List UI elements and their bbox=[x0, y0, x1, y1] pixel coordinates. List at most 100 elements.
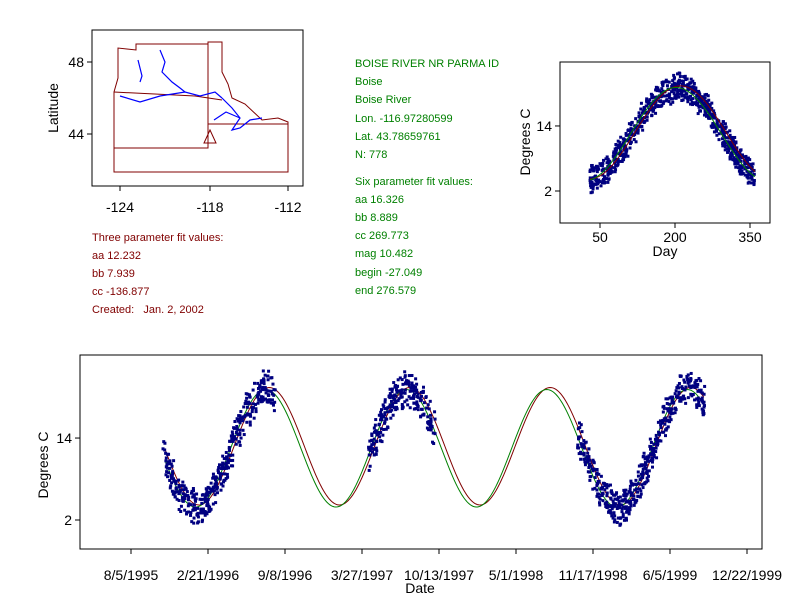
data-point bbox=[403, 370, 407, 374]
data-point bbox=[203, 513, 207, 517]
data-point bbox=[205, 497, 209, 501]
data-point bbox=[679, 399, 683, 403]
data-point bbox=[643, 481, 647, 485]
data-point bbox=[205, 490, 209, 494]
data-point bbox=[644, 471, 648, 475]
data-point bbox=[412, 392, 416, 396]
data-point bbox=[677, 78, 681, 82]
map-axes: -124 -118 -112 48 44 Latitude bbox=[45, 54, 302, 215]
data-point bbox=[616, 139, 620, 143]
data-point bbox=[375, 433, 379, 437]
data-point bbox=[665, 419, 669, 423]
data-point bbox=[415, 382, 419, 386]
data-point bbox=[673, 407, 677, 411]
data-point bbox=[576, 427, 580, 431]
data-point bbox=[623, 506, 627, 510]
data-point bbox=[606, 173, 610, 177]
data-point bbox=[245, 412, 249, 416]
data-point bbox=[405, 398, 409, 402]
data-point bbox=[740, 166, 744, 170]
data-point bbox=[597, 479, 601, 483]
data-point bbox=[649, 459, 653, 463]
data-point bbox=[643, 111, 647, 115]
data-point bbox=[613, 497, 617, 501]
data-point bbox=[166, 460, 170, 464]
data-point bbox=[245, 405, 249, 409]
y-tick-label: 14 bbox=[536, 118, 552, 134]
data-point bbox=[683, 388, 687, 392]
data-point bbox=[744, 166, 748, 170]
data-point bbox=[684, 385, 688, 389]
data-point bbox=[614, 143, 618, 147]
data-point bbox=[383, 420, 387, 424]
data-point bbox=[661, 418, 665, 422]
data-point bbox=[729, 141, 733, 145]
data-point bbox=[632, 494, 636, 498]
data-point bbox=[658, 419, 662, 423]
data-point bbox=[612, 520, 616, 524]
data-point bbox=[650, 465, 654, 469]
data-point bbox=[370, 450, 374, 454]
data-point bbox=[412, 384, 416, 388]
data-point bbox=[172, 459, 176, 463]
data-point bbox=[387, 405, 391, 409]
data-point bbox=[655, 441, 659, 445]
data-point bbox=[620, 510, 624, 514]
data-point bbox=[645, 100, 649, 104]
data-point bbox=[593, 476, 597, 480]
data-point bbox=[697, 400, 701, 404]
data-point bbox=[168, 486, 172, 490]
data-point bbox=[597, 492, 601, 496]
data-point bbox=[590, 467, 594, 471]
data-point bbox=[607, 162, 611, 166]
data-point bbox=[256, 401, 260, 405]
data-point bbox=[238, 440, 242, 444]
data-point bbox=[577, 421, 581, 425]
data-point bbox=[207, 490, 211, 494]
data-point bbox=[709, 124, 713, 128]
rivers bbox=[119, 49, 263, 131]
data-point bbox=[597, 178, 601, 182]
data-point bbox=[638, 114, 642, 118]
data-point bbox=[599, 163, 603, 167]
data-point bbox=[604, 504, 608, 508]
data-point bbox=[171, 471, 175, 475]
data-point bbox=[614, 168, 618, 172]
data-point bbox=[189, 491, 193, 495]
data-point bbox=[636, 124, 640, 128]
data-point bbox=[631, 497, 635, 501]
data-point bbox=[733, 148, 737, 152]
data-point bbox=[433, 417, 437, 421]
data-point bbox=[726, 150, 730, 154]
data-point bbox=[608, 169, 612, 173]
data-point bbox=[386, 410, 390, 414]
data-point bbox=[246, 400, 250, 404]
data-point bbox=[607, 510, 611, 514]
data-point bbox=[433, 410, 437, 414]
data-point bbox=[633, 482, 637, 486]
data-point bbox=[685, 77, 689, 81]
data-point bbox=[389, 399, 393, 403]
data-point bbox=[605, 494, 609, 498]
data-point bbox=[681, 83, 685, 87]
data-point bbox=[751, 162, 755, 166]
data-point bbox=[227, 453, 231, 457]
data-point bbox=[390, 390, 394, 394]
three-fit-bb: bb 7.939 bbox=[92, 268, 135, 280]
data-point bbox=[251, 402, 255, 406]
data-point bbox=[614, 150, 618, 154]
data-point bbox=[677, 95, 681, 99]
data-point bbox=[258, 383, 262, 387]
x-tick-label: -112 bbox=[275, 199, 302, 215]
data-point bbox=[656, 86, 660, 90]
data-point bbox=[183, 496, 187, 500]
data-point bbox=[169, 474, 173, 478]
data-point bbox=[656, 88, 660, 92]
data-point bbox=[370, 434, 374, 438]
data-point bbox=[209, 489, 213, 493]
data-point bbox=[603, 175, 607, 179]
data-point bbox=[385, 407, 389, 411]
data-point bbox=[686, 100, 690, 104]
data-point bbox=[584, 440, 588, 444]
data-point bbox=[675, 94, 679, 98]
